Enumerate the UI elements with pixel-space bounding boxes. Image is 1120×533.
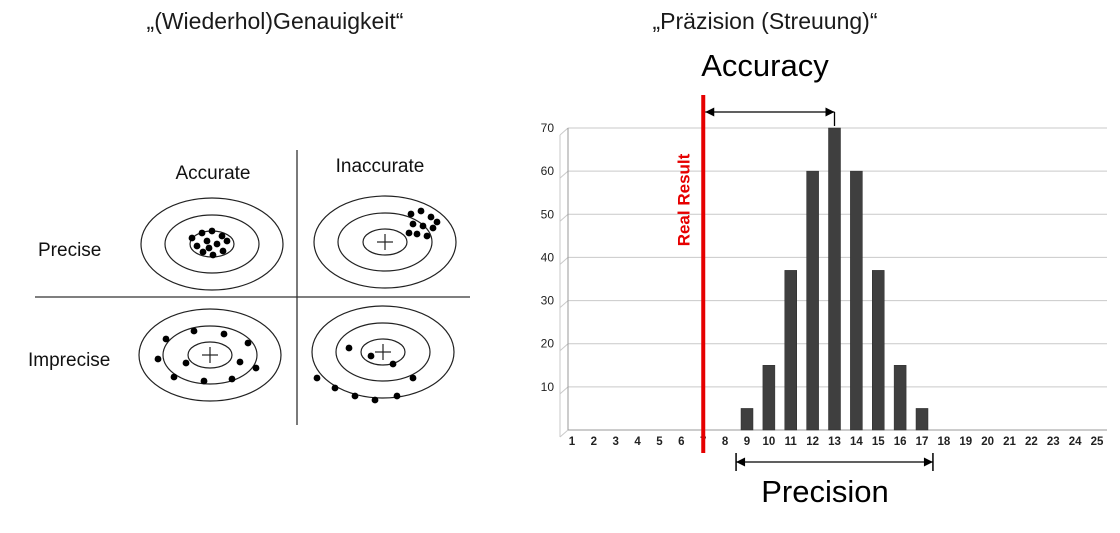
svg-text:2: 2 [591, 436, 597, 448]
svg-text:21: 21 [1003, 436, 1016, 448]
svg-text:10: 10 [762, 436, 775, 448]
svg-text:6: 6 [678, 436, 684, 448]
svg-text:20: 20 [541, 337, 555, 351]
target-inaccurate-precise [313, 195, 457, 289]
svg-text:17: 17 [916, 436, 929, 448]
label-precise: Precise [38, 240, 102, 261]
svg-text:30: 30 [541, 294, 555, 308]
svg-text:5: 5 [656, 436, 663, 448]
svg-text:19: 19 [959, 436, 972, 448]
accuracy-label: Accuracy [701, 48, 829, 83]
svg-text:4: 4 [634, 436, 641, 448]
svg-text:70: 70 [541, 121, 555, 135]
svg-text:3: 3 [613, 436, 619, 448]
precision-accuracy-quadrant-diagram [35, 150, 470, 425]
svg-text:13: 13 [828, 436, 841, 448]
label-inaccurate: Inaccurate [335, 156, 425, 177]
svg-text:24: 24 [1069, 436, 1082, 448]
target-accurate-precise [140, 197, 284, 291]
left-panel-title: „(Wiederhol)Genauigkeit“ [146, 8, 404, 34]
svg-text:18: 18 [937, 436, 950, 448]
right-panel-title: „Präzision (Streuung)“ [652, 8, 878, 34]
svg-text:60: 60 [541, 164, 555, 178]
svg-text:22: 22 [1025, 436, 1038, 448]
target-inaccurate-imprecise [311, 305, 455, 404]
precision-label: Precision [761, 474, 889, 509]
svg-text:15: 15 [872, 436, 885, 448]
svg-text:16: 16 [894, 436, 907, 448]
svg-text:8: 8 [722, 436, 729, 448]
svg-text:23: 23 [1047, 436, 1060, 448]
real-result-label: Real Result [674, 153, 693, 246]
label-accurate: Accurate [175, 163, 251, 184]
svg-text:9: 9 [744, 436, 750, 448]
svg-text:1: 1 [569, 436, 576, 448]
svg-text:11: 11 [785, 436, 798, 448]
svg-text:40: 40 [541, 250, 555, 264]
svg-text:12: 12 [806, 436, 819, 448]
svg-text:50: 50 [541, 207, 555, 221]
label-imprecise: Imprecise [28, 350, 111, 371]
svg-text:20: 20 [981, 436, 994, 448]
svg-text:14: 14 [850, 436, 863, 448]
histogram-chart: 1020304050607012345678910111213141516171… [541, 95, 1107, 471]
svg-text:25: 25 [1091, 436, 1104, 448]
svg-text:10: 10 [541, 380, 555, 394]
target-accurate-imprecise [138, 308, 282, 402]
